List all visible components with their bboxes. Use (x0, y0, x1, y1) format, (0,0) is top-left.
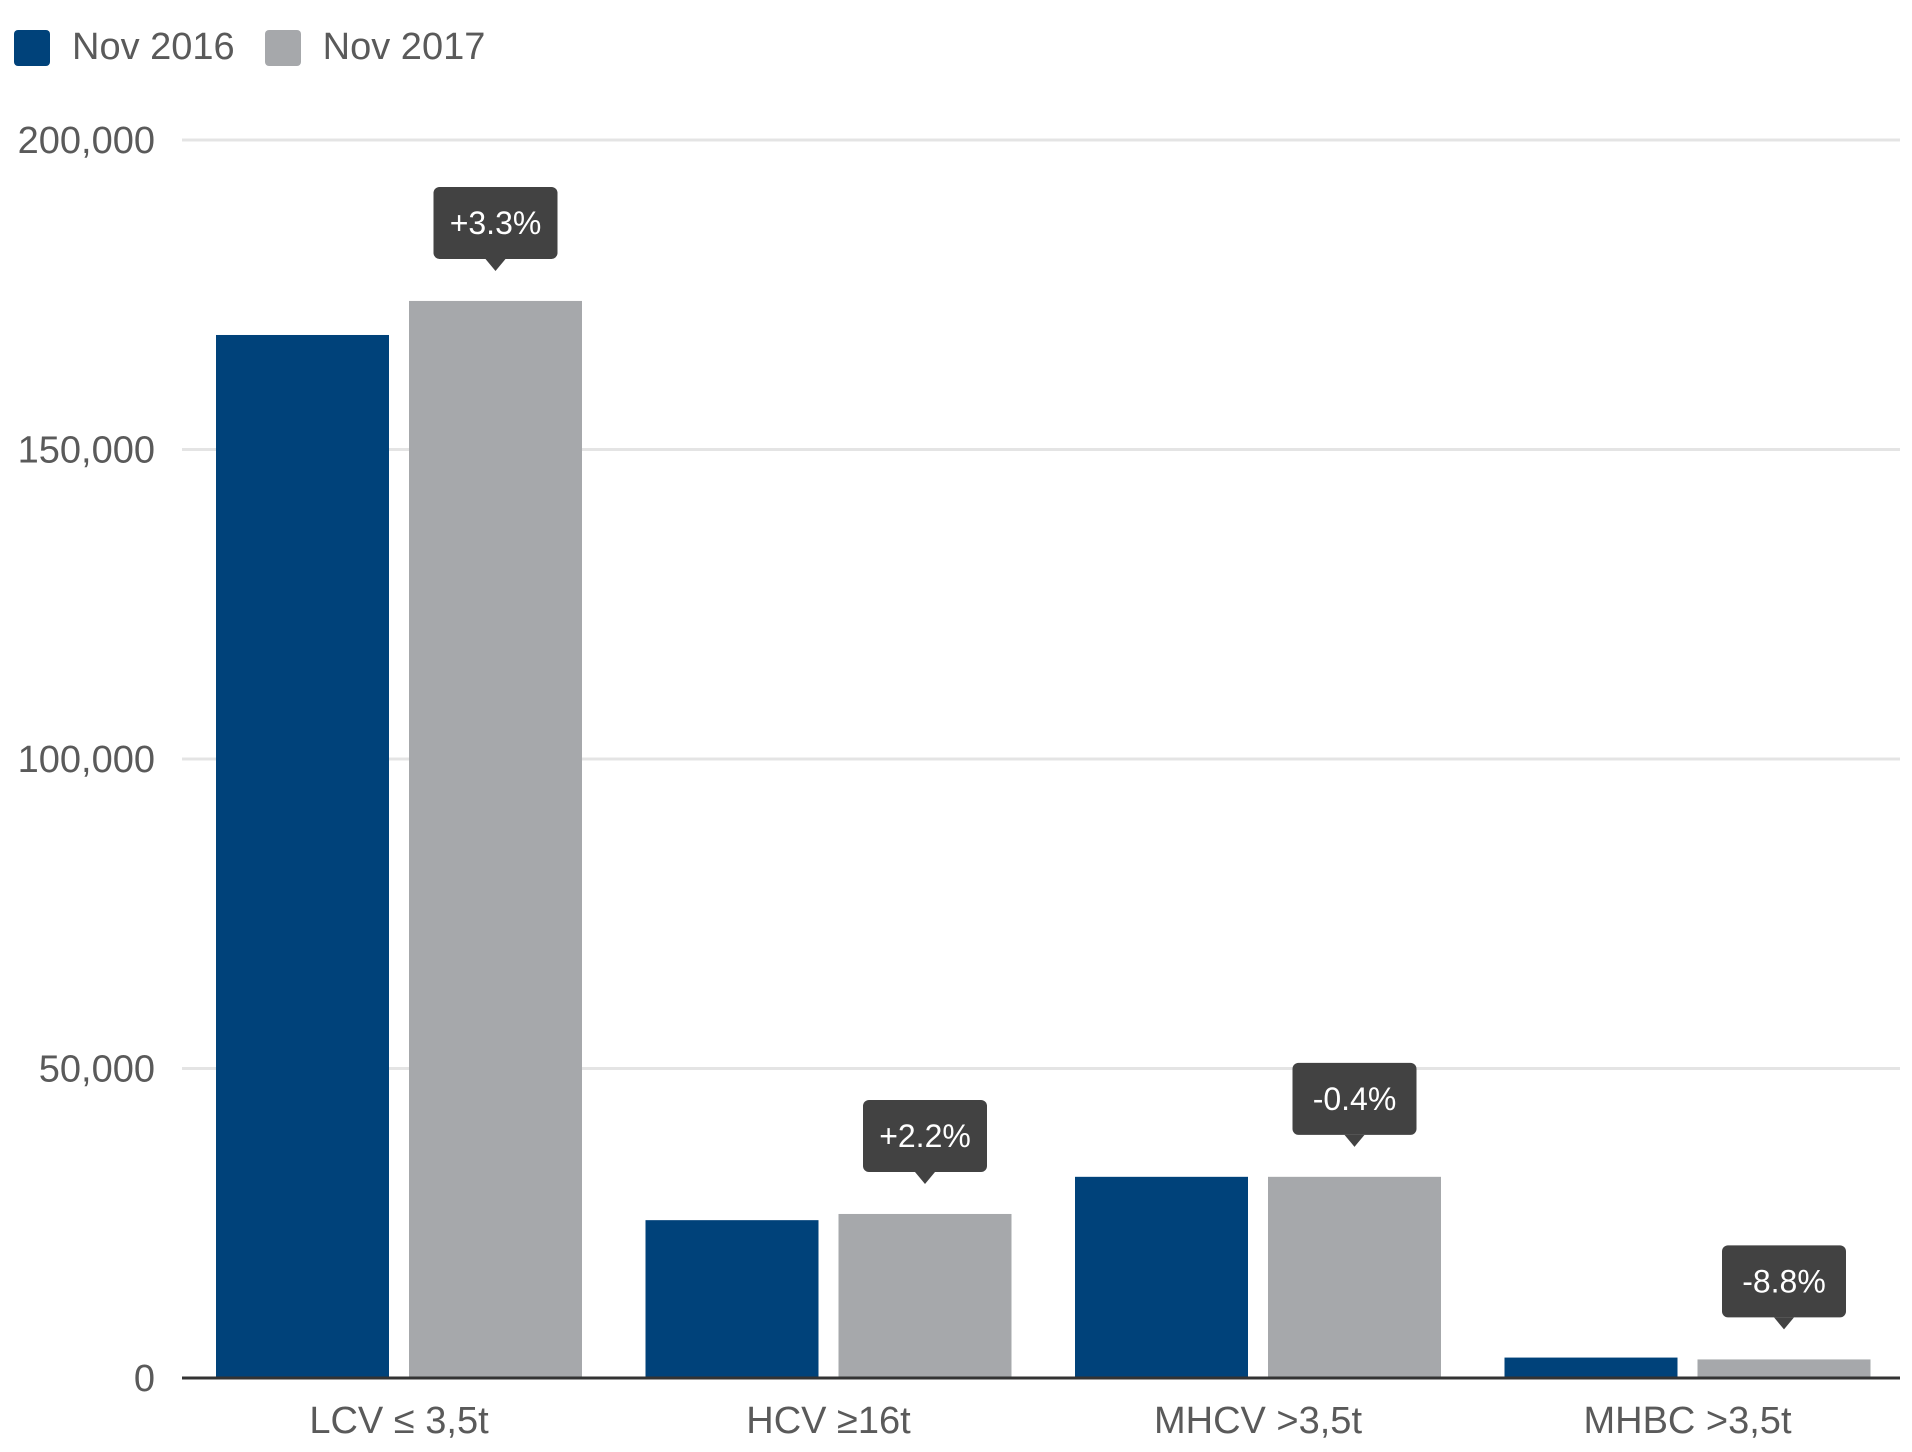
callout-pointer (1344, 1134, 1365, 1147)
legend-label-series-1: Nov 2017 (322, 26, 486, 68)
legend-swatch-series-1 (264, 29, 301, 66)
callout-box (863, 1099, 987, 1172)
annotation-callout: +3.3% (433, 186, 558, 271)
annotation-callout: +2.2% (863, 1099, 987, 1184)
bar-1-series-0 (645, 1220, 819, 1378)
callout-pointer (1774, 1317, 1794, 1330)
callout-box (433, 186, 558, 259)
annotation-callout: -0.4% (1292, 1062, 1417, 1147)
y-tick-label: 150,000 (18, 430, 155, 472)
bar-1-series-1 (838, 1213, 1012, 1378)
data-label: -0.4% (1313, 1081, 1397, 1117)
bar-2-series-1 (1268, 1176, 1441, 1378)
y-tick-label: 200,000 (18, 120, 155, 162)
callout-box (1722, 1245, 1846, 1318)
data-label: +2.2% (879, 1118, 971, 1154)
legend-label-series-0: Nov 2016 (72, 26, 235, 68)
legend-item-series-1[interactable]: Nov 2017 (264, 26, 486, 69)
bar-0-series-1 (409, 300, 582, 1379)
callout-pointer (485, 258, 506, 271)
callout-box (1292, 1062, 1417, 1135)
x-tick-label: MHBC >3,5t (1583, 1400, 1791, 1442)
bar-3-series-1 (1697, 1359, 1871, 1378)
legend-item-series-0[interactable]: Nov 2016 (14, 26, 235, 69)
bar-0-series-0 (216, 334, 389, 1378)
callout-pointer (915, 1171, 935, 1184)
bar-2-series-0 (1075, 1176, 1248, 1378)
data-label: -8.8% (1742, 1263, 1826, 1299)
legend: Nov 2016 Nov 2017 (14, 26, 485, 69)
y-tick-label: 50,000 (39, 1049, 155, 1091)
y-tick-label: 0 (134, 1358, 155, 1400)
x-tick-label: LCV ≤ 3,5t (309, 1400, 489, 1442)
y-tick-label: 100,000 (18, 739, 155, 781)
x-tick-label: MHCV >3,5t (1154, 1400, 1362, 1442)
legend-swatch-series-0 (14, 29, 50, 66)
x-tick-label: HCV ≥16t (746, 1400, 911, 1442)
data-label: +3.3% (450, 205, 542, 241)
annotation-callout: -8.8% (1722, 1245, 1846, 1330)
bar-3-series-0 (1504, 1357, 1678, 1378)
